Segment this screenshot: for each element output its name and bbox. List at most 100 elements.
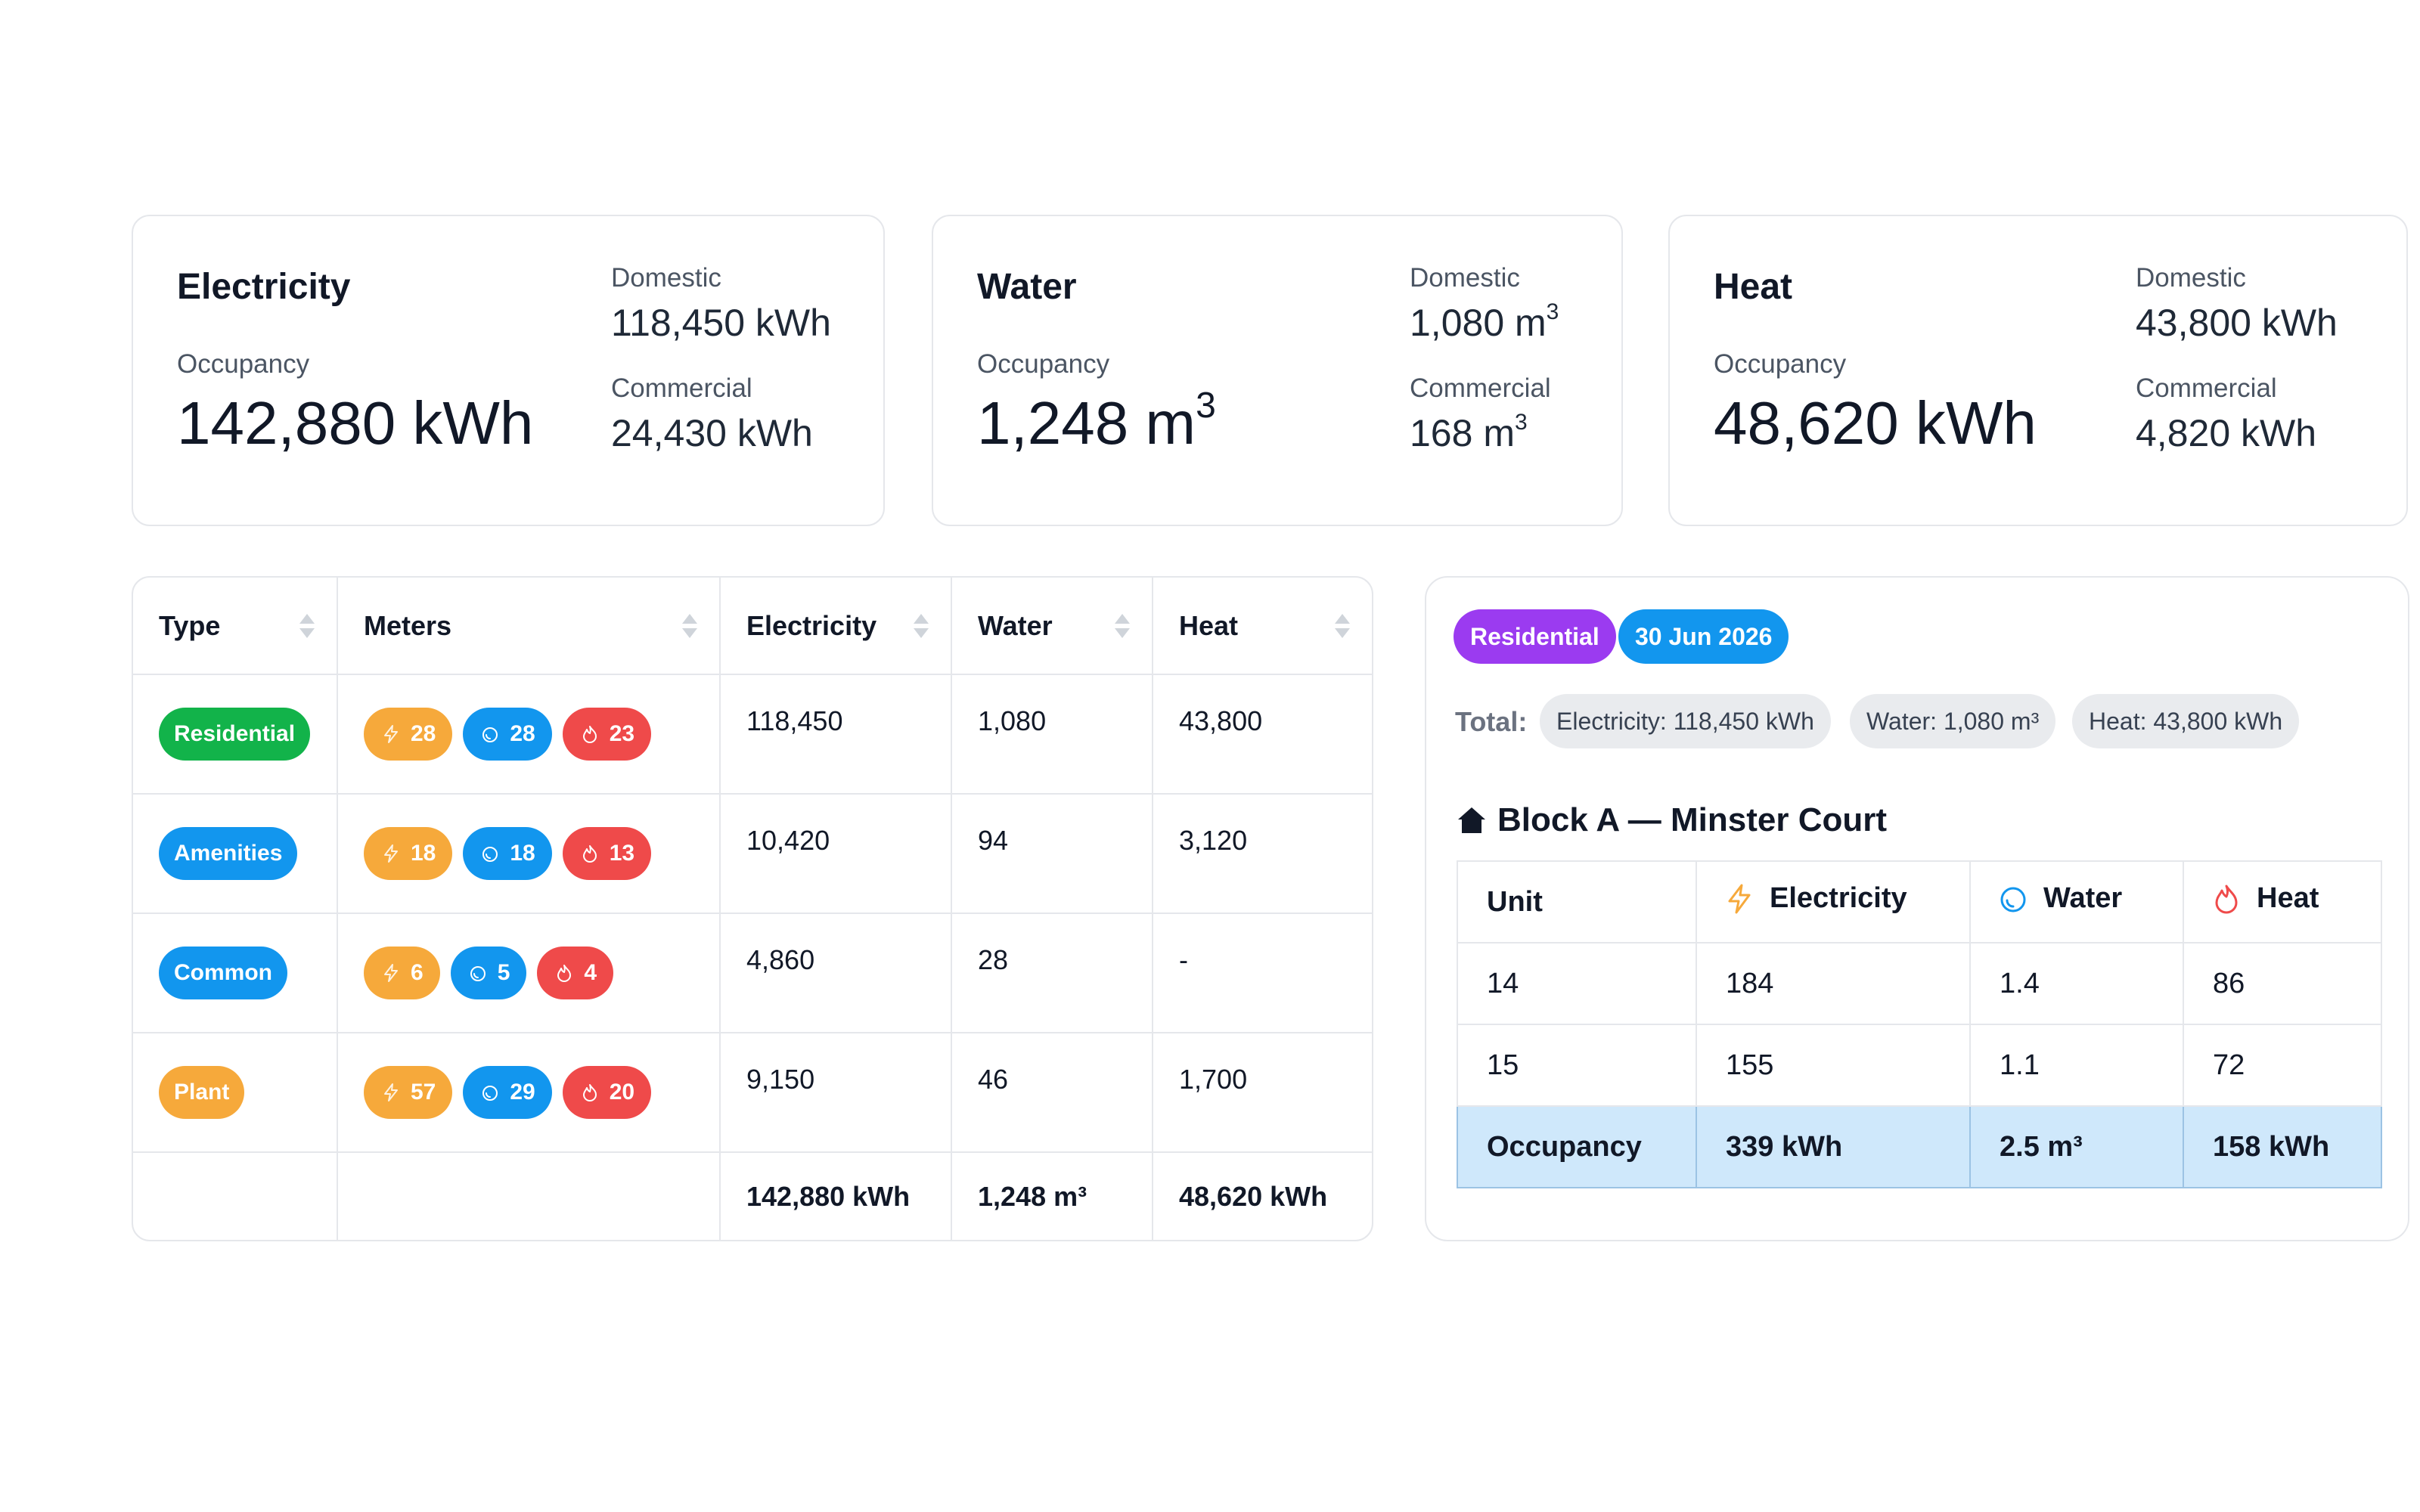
- heat-meter-count[interactable]: 23: [562, 708, 652, 761]
- flame-icon: [582, 726, 597, 743]
- table-row[interactable]: Common 6 5 4 4,860 28-: [133, 913, 1372, 1033]
- sort-icon[interactable]: [913, 611, 929, 641]
- commercial-value: 24,430 kWh: [611, 412, 813, 454]
- type-badge[interactable]: Plant: [159, 1066, 245, 1119]
- heat-cell: 86: [2183, 942, 2382, 1025]
- electricity-cell: 4,860: [720, 913, 952, 1033]
- home-icon: [1458, 807, 1485, 833]
- type-badge[interactable]: Residential: [159, 708, 311, 761]
- block-title: Block A — Minster Court: [1457, 801, 1887, 839]
- heat-meter-count[interactable]: 20: [562, 1066, 652, 1119]
- type-badge[interactable]: Amenities: [159, 827, 298, 880]
- unit-column-header: Unit: [1457, 860, 1697, 943]
- card-title: Electricity: [177, 267, 351, 307]
- electricity-meter-count[interactable]: 6: [364, 947, 440, 999]
- domestic-value: 1,080 m3: [1410, 299, 1559, 344]
- meters-cell: 28 28 23: [337, 674, 721, 795]
- type-cell: Amenities: [133, 794, 338, 914]
- domestic-value: 43,800 kWh: [2136, 302, 2338, 344]
- sort-icon[interactable]: [681, 611, 698, 641]
- type-cell: Common: [133, 913, 338, 1033]
- water-cell: 1.1: [1969, 1024, 2184, 1107]
- electricity-meter-count[interactable]: 28: [364, 708, 453, 761]
- water-cell: 28: [951, 913, 1153, 1033]
- table-row[interactable]: Residential 28 28 23 118,450 1,080 43,800: [133, 674, 1372, 795]
- occupancy-value: 48,620 kWh: [1714, 389, 2037, 457]
- total-water: 1,248 m³: [951, 1152, 1153, 1240]
- heat-meter-count[interactable]: 4: [537, 947, 614, 999]
- electricity-cell: 184: [1696, 942, 1971, 1025]
- unit-table-container: Unit Electricity Water Heat 14 184: [1457, 860, 2382, 1188]
- occupancy-row: Occupancy 339 kWh 2.5 m³ 158 kWh: [1457, 1105, 2382, 1188]
- date-tag[interactable]: 30 Jun 2026: [1618, 609, 1789, 664]
- type-badge[interactable]: Common: [159, 947, 287, 999]
- electricity-cell: 9,150: [720, 1033, 952, 1153]
- electricity-meter-count[interactable]: 57: [364, 1066, 453, 1119]
- total-label: Total:: [1455, 706, 1528, 737]
- water-meter-count[interactable]: 28: [463, 708, 552, 761]
- occupancy-heat: 158 kWh: [2183, 1105, 2382, 1188]
- electricity-column-header: Electricity: [1696, 860, 1971, 943]
- block-detail-panel: Residential 30 Jun 2026 Total: Electrici…: [1425, 576, 2409, 1241]
- occupancy-water: 2.5 m³: [1969, 1105, 2184, 1188]
- occupancy-value: 142,880 kWh: [177, 389, 534, 457]
- electricity-cell: 155: [1696, 1024, 1971, 1107]
- sort-icon[interactable]: [299, 611, 315, 641]
- water-drop-icon: [482, 727, 498, 742]
- category-tag[interactable]: Residential: [1454, 609, 1616, 664]
- water-column-header: Water: [1969, 860, 2184, 943]
- electricity-meter-count[interactable]: 18: [364, 827, 453, 880]
- column-header-electricity[interactable]: Electricity: [720, 578, 952, 675]
- heat-cell: 3,120: [1153, 794, 1372, 914]
- commercial-label: Commercial: [1410, 373, 1551, 403]
- domestic-label: Domestic: [1410, 263, 1520, 293]
- bolt-icon: [384, 844, 398, 863]
- heat-cell: 43,800: [1153, 674, 1372, 795]
- water-meter-count[interactable]: 18: [463, 827, 552, 880]
- occupancy-label: Occupancy: [977, 349, 1110, 379]
- bolt-icon: [384, 964, 398, 982]
- column-header-heat[interactable]: Heat: [1153, 578, 1372, 675]
- water-drop-icon: [470, 966, 486, 981]
- commercial-label: Commercial: [611, 373, 752, 403]
- sort-icon[interactable]: [1114, 611, 1131, 641]
- empty-cell: [133, 1152, 338, 1240]
- water-meter-count[interactable]: 29: [463, 1066, 552, 1119]
- total-electricity-chip: Electricity: 118,450 kWh: [1540, 694, 1831, 748]
- column-header-water[interactable]: Water: [951, 578, 1153, 675]
- heat-cell: 72: [2183, 1024, 2382, 1107]
- water-cell: 1.4: [1969, 942, 2184, 1025]
- occupancy-label: Occupancy: [1714, 349, 1847, 379]
- meters-table: Type Meters Electricity Water Heat Resid…: [133, 578, 1372, 1240]
- card-title: Heat: [1714, 267, 1793, 307]
- card-title: Water: [977, 267, 1077, 307]
- table-row[interactable]: Amenities 18 18 13 10,420 94 3,120: [133, 794, 1372, 914]
- occupancy-value: 1,248 m3: [977, 386, 1216, 457]
- water-meter-count[interactable]: 5: [450, 947, 527, 999]
- bolt-icon: [384, 725, 398, 743]
- flame-icon: [582, 1084, 597, 1101]
- unit-row[interactable]: 15 155 1.1 72: [1457, 1024, 2382, 1107]
- bolt-icon: [384, 1083, 398, 1101]
- flame-icon: [582, 845, 597, 863]
- commercial-value: 4,820 kWh: [2136, 412, 2317, 454]
- electricity-cell: 10,420: [720, 794, 952, 914]
- unit-table-header: Unit Electricity Water Heat: [1457, 860, 2382, 943]
- total-heat: 48,620 kWh: [1179, 1180, 1328, 1212]
- column-header-type[interactable]: Type: [133, 578, 338, 675]
- table-row[interactable]: Plant 57 29 20 9,150 46 1,700: [133, 1033, 1372, 1153]
- sort-icon[interactable]: [1334, 611, 1351, 641]
- meters-cell: 57 29 20: [337, 1033, 721, 1153]
- table-header-row: Type Meters Electricity Water Heat: [133, 578, 1372, 675]
- total-electricity: 142,880 kWh: [720, 1152, 952, 1240]
- water-drop-icon: [2000, 887, 2026, 912]
- water-summary-card: Water Occupancy 1,248 m3 Domestic 1,080 …: [932, 215, 1623, 526]
- meters-table-container: Type Meters Electricity Water Heat Resid…: [132, 576, 1373, 1241]
- empty-cell: [337, 1152, 721, 1240]
- heat-meter-count[interactable]: 13: [562, 827, 652, 880]
- heat-cell: 1,700: [1153, 1033, 1372, 1153]
- commercial-value: 168 m3: [1410, 409, 1528, 454]
- column-header-meters[interactable]: Meters: [337, 578, 721, 675]
- unit-row[interactable]: 14 184 1.4 86: [1457, 942, 2382, 1025]
